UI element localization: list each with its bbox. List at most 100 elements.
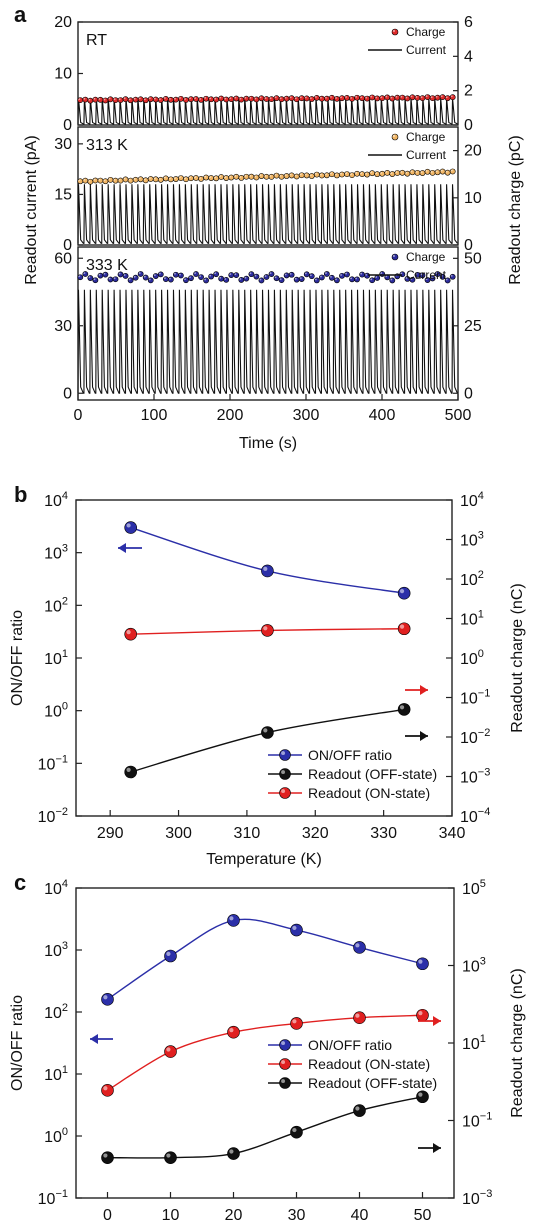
charge-point-body <box>389 171 396 177</box>
charge-point <box>82 96 89 103</box>
charge-point <box>77 97 84 104</box>
data-point-body <box>227 1147 240 1160</box>
charge-point-shine <box>229 97 232 100</box>
legend-charge-marker-shine <box>392 134 396 137</box>
charge-point-shine <box>98 178 101 181</box>
charge-point-shine <box>103 272 106 275</box>
charge-point-shine <box>93 178 96 181</box>
charge-point-shine <box>113 178 116 181</box>
y2-tick-label: 10−4 <box>460 806 490 826</box>
charge-point <box>364 171 371 178</box>
charge-point-shine <box>450 169 453 172</box>
charge-point-shine <box>199 177 202 179</box>
charge-point-body <box>208 273 215 280</box>
charge-point-shine <box>425 278 428 281</box>
charge-point-shine <box>93 97 96 100</box>
data-point-shine <box>399 624 405 629</box>
charge-point-body <box>369 170 376 177</box>
charge-point-body <box>203 95 209 102</box>
charge-point-shine <box>440 95 443 98</box>
charge-point-shine <box>375 276 378 278</box>
data-point-body <box>124 765 137 779</box>
legend-charge-marker-shine <box>392 29 396 32</box>
data-point-body <box>227 1025 240 1039</box>
charge-point-shine <box>78 275 81 278</box>
charge-point-shine <box>174 272 176 275</box>
charge-point-body <box>313 94 320 101</box>
charge-point-body <box>208 96 215 103</box>
charge-point-shine <box>88 179 91 182</box>
y2-tick-label: 10−3 <box>462 1188 492 1208</box>
charge-point-body <box>359 271 365 278</box>
charge-point <box>258 95 265 102</box>
charge-point <box>429 169 436 176</box>
plot-frame <box>75 887 455 1199</box>
charge-point-body <box>298 276 305 282</box>
y-axis-label-left: ON/OFF ratio <box>9 995 26 1091</box>
charge-point-shine <box>289 173 292 176</box>
y2-tick-label: 25 <box>464 318 482 335</box>
charge-point <box>263 96 270 102</box>
charge-point <box>178 175 184 181</box>
charge-point <box>318 95 325 102</box>
charge-point-body <box>379 170 386 177</box>
legend-charge-marker-shine <box>392 254 396 257</box>
data-point-body <box>101 993 114 1006</box>
charge-point <box>137 271 144 277</box>
legend-marker-shine <box>281 1041 286 1045</box>
charge-point <box>283 95 290 102</box>
charge-point-shine <box>350 97 353 99</box>
x-tick-label: 200 <box>217 407 244 424</box>
charge-point-body <box>167 276 174 283</box>
legend-marker-shine <box>281 770 286 774</box>
x-tick-label: 40 <box>351 1207 369 1224</box>
charge-point <box>147 277 154 284</box>
y2-tick-label: 10−3 <box>460 767 490 787</box>
charge-point-body <box>263 274 270 280</box>
charge-point-shine <box>390 278 393 281</box>
charge-point-shine <box>169 97 171 100</box>
legend-marker-body <box>279 1058 291 1070</box>
data-point-body <box>353 941 366 954</box>
charge-point <box>188 275 194 282</box>
charge-point <box>389 277 396 284</box>
charge-point <box>379 95 386 102</box>
charge-point <box>127 97 134 104</box>
data-point-body <box>227 914 240 927</box>
charge-point-body <box>273 172 280 179</box>
charge-point-body <box>404 170 411 177</box>
charge-point <box>303 95 310 102</box>
charge-point <box>223 276 230 283</box>
charge-point-body <box>228 96 235 103</box>
charge-point-shine <box>314 172 317 175</box>
charge-point-shine <box>299 173 302 176</box>
data-point-shine <box>166 1047 171 1052</box>
charge-point-body <box>122 273 129 279</box>
data-point-body <box>397 622 411 636</box>
charge-point-body <box>122 96 129 103</box>
charge-point-body <box>263 96 270 102</box>
charge-point <box>313 94 320 101</box>
x-tick-label: 10 <box>162 1207 180 1224</box>
charge-point-shine <box>189 97 191 100</box>
charge-point-shine <box>123 97 126 100</box>
charge-point <box>288 172 295 179</box>
charge-point <box>203 277 209 284</box>
charge-point-shine <box>435 272 438 275</box>
charge-point-body <box>102 178 109 185</box>
charge-point-body <box>429 169 436 176</box>
charge-point-shine <box>340 274 342 276</box>
charge-point <box>444 277 451 284</box>
charge-point-body <box>354 94 360 101</box>
charge-point <box>157 176 164 183</box>
charge-point-shine <box>325 173 327 176</box>
charge-point-shine <box>219 96 222 99</box>
charge-point-shine <box>335 97 337 99</box>
legend-charge-label: Charge <box>406 130 446 144</box>
legend-marker <box>279 787 291 799</box>
y2-tick-label: 104 <box>460 490 484 510</box>
charge-point-body <box>248 95 255 102</box>
charge-point <box>183 97 189 103</box>
charge-point-shine <box>118 272 121 275</box>
charge-point <box>404 170 411 177</box>
